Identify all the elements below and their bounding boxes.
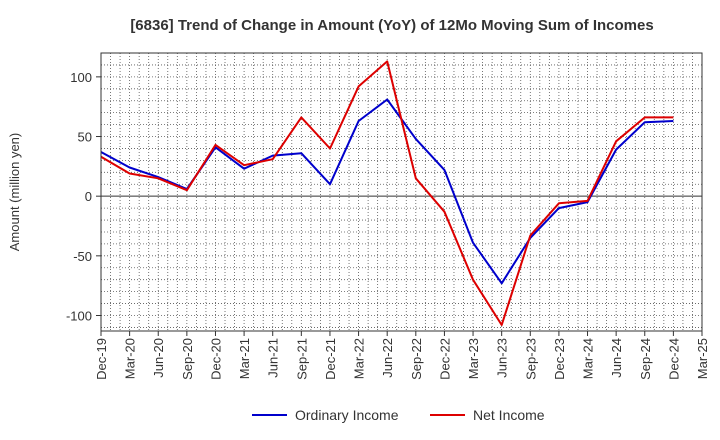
plot-area-frame — [100, 52, 703, 332]
x-tick-label: Jun-23 — [495, 338, 510, 378]
x-tick-label: Sep-21 — [294, 338, 309, 380]
x-tick-label: Jun-24 — [609, 338, 624, 378]
x-tick-label: Sep-23 — [523, 338, 538, 380]
x-tick-label: Dec-22 — [437, 338, 452, 380]
x-tick-label: Dec-23 — [552, 338, 567, 380]
x-tick-label: Sep-20 — [180, 338, 195, 380]
x-tick-label: Dec-21 — [323, 338, 338, 380]
legend-label: Net Income — [473, 407, 545, 423]
legend: Ordinary Income Net Income — [252, 407, 545, 423]
x-tick-label: Mar-25 — [695, 338, 710, 379]
x-tick-label: Dec-20 — [208, 338, 223, 380]
legend-label: Ordinary Income — [295, 407, 399, 423]
x-tick-label: Mar-21 — [237, 338, 252, 379]
x-tick-label: Mar-20 — [123, 338, 138, 379]
x-tick-label: Jun-20 — [151, 338, 166, 378]
x-tick-label: Mar-24 — [581, 338, 596, 379]
chart-title: [6836] Trend of Change in Amount (YoY) o… — [130, 17, 653, 34]
x-tick-label: Jun-21 — [266, 338, 281, 378]
x-tick-label: Dec-24 — [666, 338, 681, 380]
grid — [101, 52, 702, 331]
x-tick-label: Dec-19 — [94, 338, 109, 380]
y-tick-label: -50 — [73, 249, 92, 264]
y-tick-label: 50 — [78, 130, 92, 145]
x-tick-label: Sep-24 — [638, 338, 653, 380]
y-tick-label: 0 — [85, 189, 92, 204]
x-tick-label: Mar-22 — [352, 338, 367, 379]
x-tick-label: Jun-22 — [380, 338, 395, 378]
x-tick-label: Mar-23 — [466, 338, 481, 379]
y-tick-label: -100 — [66, 308, 92, 323]
series-line-net-income — [100, 60, 674, 326]
x-tick-label: Sep-22 — [409, 338, 424, 380]
series-lines — [100, 60, 674, 326]
y-axis-label: Amount (million yen) — [7, 133, 22, 252]
y-tick-label: 100 — [70, 70, 92, 85]
